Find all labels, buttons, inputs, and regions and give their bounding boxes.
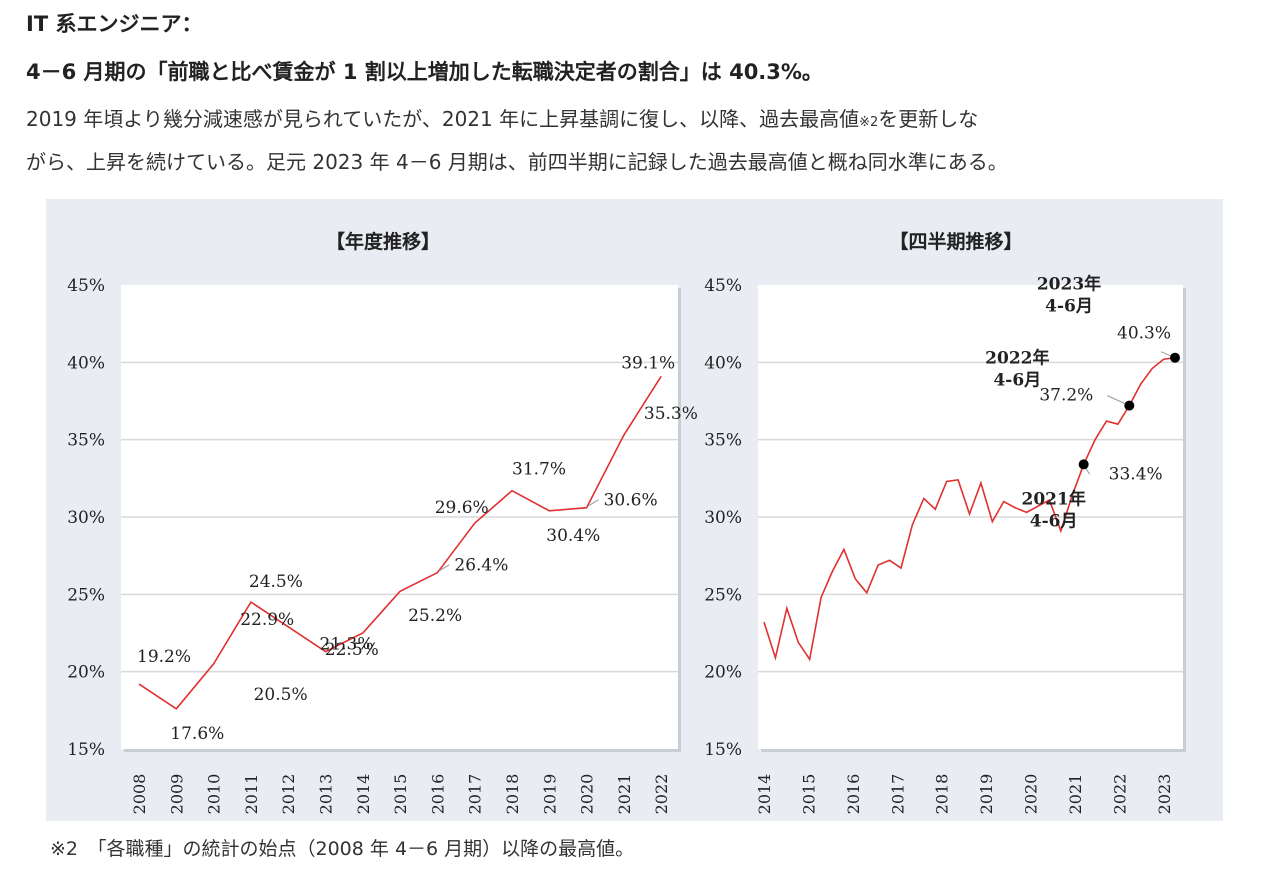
x-tick-label: 2022: [652, 774, 671, 815]
data-label: 26.4%: [454, 556, 508, 576]
x-tick-label: 2018: [933, 774, 952, 815]
highlight-value-label: 37.2%: [1039, 386, 1093, 406]
data-label: 24.5%: [249, 572, 303, 592]
highlight-value-label: 40.3%: [1117, 324, 1171, 344]
x-tick-label: 2013: [317, 774, 336, 815]
data-label: 30.6%: [604, 491, 658, 511]
x-tick-label: 2017: [466, 774, 485, 815]
footnote-marker: ※2: [859, 115, 879, 130]
series-line-annual: [138, 375, 662, 710]
body-text-1b: を更新しな: [878, 107, 979, 131]
data-label: 19.2%: [137, 647, 191, 667]
x-tick-label: 2023: [1155, 774, 1174, 815]
x-tick-label: 2019: [540, 774, 559, 815]
body-text-1a: 2019 年頃より幾分減速感が見られていたが、2021 年に上昇基調に復し、以降…: [26, 107, 860, 131]
y-tick-label: 45%: [704, 276, 742, 296]
highlight-period-label: 2022年: [985, 348, 1049, 369]
data-label: 25.2%: [408, 606, 462, 626]
y-tick-label: 45%: [67, 276, 105, 296]
data-label: 22.5%: [325, 640, 379, 660]
data-label: 35.3%: [644, 404, 698, 424]
highlight-marker: [1078, 459, 1089, 470]
data-label: 30.4%: [546, 526, 600, 546]
x-tick-label: 2016: [428, 774, 447, 815]
charts-svg: 15% 20% 25% 30% 35% 40% 45% 【年度推移】 2008 2009 2010 2…: [67, 230, 1186, 815]
category-heading: IT 系エンジニア：: [26, 12, 203, 36]
footnote: ※2 「各職種」の統計の始点（2008 年 4－6 月期）以降の最高値。: [50, 838, 635, 860]
x-tick-label: 2018: [503, 774, 522, 815]
x-tick-label: 2014: [755, 774, 774, 815]
highlight-marker: [1170, 352, 1180, 363]
y-tick-label: 25%: [67, 585, 105, 605]
highlight-period-label: 4-6月: [1045, 297, 1093, 317]
x-tick-label: 2015: [799, 774, 818, 815]
highlight-period-label: 4-6月: [1030, 511, 1078, 531]
body-text-line-2: がら、上昇を続けている。足元 2023 年 4－6 月期は、前四半期に記録した過…: [26, 150, 1008, 174]
x-tick-label: 2020: [1022, 774, 1041, 815]
highlight-period-label: 2023年: [1037, 274, 1101, 295]
y-tick-label: 30%: [67, 508, 105, 528]
x-tick-label: 2021: [615, 774, 634, 815]
headline: 4－6 月期の「前職と比べ賃金が 1 割以上増加した転職決定者の割合」は 40.…: [26, 60, 823, 84]
y-tick-label: 40%: [704, 353, 742, 373]
body-text-line-1: 2019 年頃より幾分減速感が見られていたが、2021 年に上昇基調に復し、以降…: [26, 103, 978, 132]
x-tick-label: 2015: [391, 774, 410, 815]
chart-title: 【四半期推移】: [889, 230, 1022, 253]
x-tick-label: 2021: [1066, 774, 1085, 815]
x-tick-label: 2008: [130, 774, 149, 815]
x-tick-label: 2017: [888, 774, 907, 815]
chart-panel: 15% 20% 25% 30% 35% 40% 45% 【年度推移】 2008 2009 2010 2…: [46, 199, 1223, 821]
x-tick-label: 2022: [1110, 774, 1129, 815]
x-tick-label: 2011: [242, 774, 261, 815]
data-label: 39.1%: [621, 353, 675, 373]
label-leader: [588, 499, 599, 507]
highlight-period-label: 4-6月: [993, 371, 1041, 391]
label-leader: [439, 564, 450, 572]
y-tick-label: 30%: [704, 508, 742, 528]
data-label: 22.9%: [240, 610, 294, 630]
chart-title: 【年度推移】: [326, 230, 440, 253]
data-label: 31.7%: [512, 460, 566, 480]
x-tick-label: 2019: [977, 774, 996, 815]
data-label: 17.6%: [170, 724, 224, 744]
x-tick-label: 2020: [578, 774, 597, 815]
x-tick-label: 2016: [844, 774, 863, 815]
y-tick-label: 20%: [704, 663, 742, 683]
y-tick-label: 25%: [704, 585, 742, 605]
data-label: 20.5%: [254, 685, 308, 705]
x-tick-label: 2014: [354, 774, 373, 815]
x-tick-label: 2009: [167, 774, 186, 815]
y-tick-label: 35%: [67, 431, 105, 451]
x-tick-label: 2010: [205, 774, 224, 815]
y-tick-label: 20%: [67, 663, 105, 683]
y-tick-label: 40%: [67, 353, 105, 373]
data-label: 29.6%: [435, 498, 489, 518]
highlight-marker: [1124, 400, 1135, 411]
series-line-quarterly: [763, 356, 1176, 662]
y-tick-label: 15%: [704, 740, 742, 760]
x-tick-label: 2012: [279, 774, 298, 815]
y-tick-label: 15%: [67, 740, 105, 760]
data-label: 21.3%: [320, 635, 374, 655]
highlight-value-label: 33.4%: [1109, 464, 1163, 484]
y-tick-label: 35%: [704, 431, 742, 451]
highlight-period-label: 2021年: [1022, 488, 1086, 509]
